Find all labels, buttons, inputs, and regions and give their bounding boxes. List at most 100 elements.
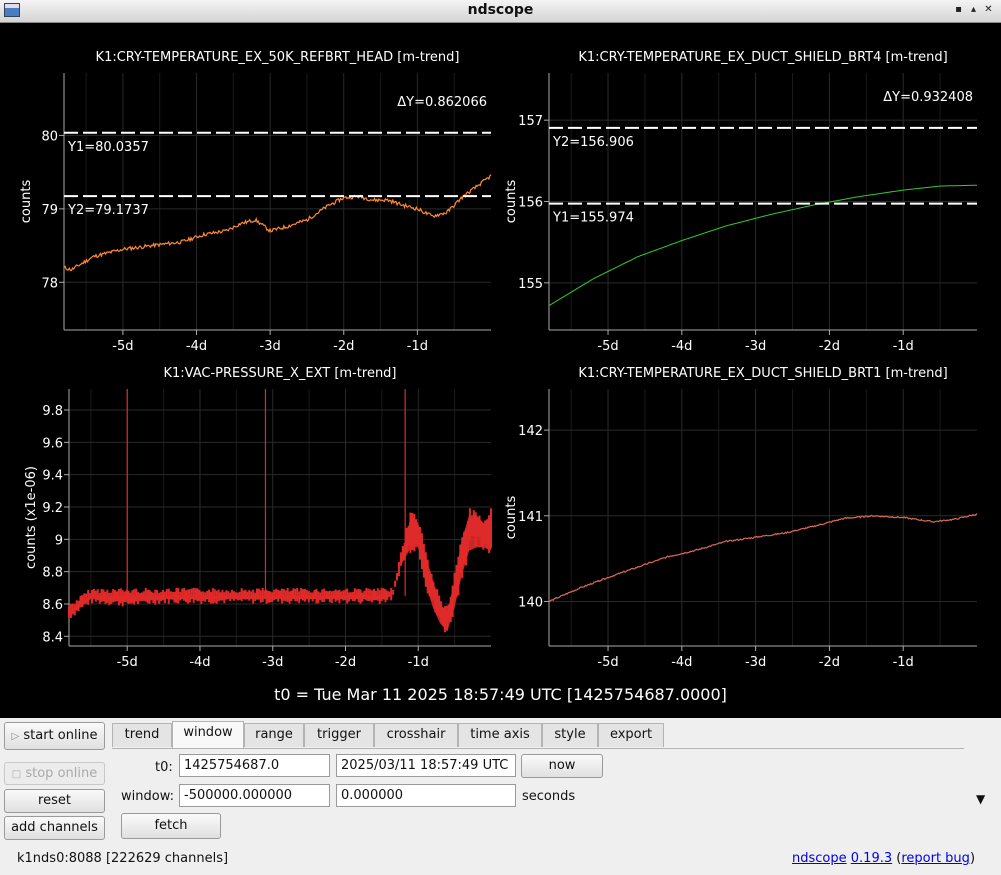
- y-tick-label: 9.2: [42, 501, 63, 516]
- tab-time-axis[interactable]: time axis: [458, 723, 542, 747]
- y-tick-label: 141: [518, 510, 543, 525]
- tab-window[interactable]: window: [172, 721, 244, 748]
- cursor-label-y2: Y2=156.906: [552, 135, 634, 150]
- y-axis-label: counts (x1e-06): [24, 466, 39, 569]
- maximize-icon[interactable]: ▴: [970, 4, 977, 15]
- stop-online-label: stop online: [25, 766, 98, 781]
- plot-3-background[interactable]: [69, 389, 491, 646]
- start-online-label: start online: [23, 728, 98, 743]
- t0-utc-input[interactable]: 2025/03/11 18:57:49 UTC: [336, 754, 516, 777]
- stop-icon: □: [11, 769, 22, 780]
- y-tick-label: 78: [41, 276, 58, 291]
- plot-title: K1:VAC-PRESSURE_X_EXT [m-trend]: [163, 366, 396, 381]
- version-link[interactable]: 0.19.3: [850, 851, 893, 866]
- delta-y-label: ΔY=0.932408: [883, 90, 973, 105]
- y-tick-label: 9.6: [42, 436, 63, 451]
- x-tick-label: -3d: [745, 655, 766, 670]
- window-field-label: window:: [121, 789, 174, 804]
- y-axis-label: counts: [504, 496, 519, 540]
- y-tick-label: 9.4: [42, 469, 63, 484]
- x-tick-label: -3d: [745, 339, 766, 354]
- y-tick-label: 9.8: [42, 404, 63, 419]
- window-start-input[interactable]: -500000.000000: [179, 784, 330, 807]
- cursor-label-y1: Y1=155.974: [552, 211, 634, 226]
- channel-count: [222629 channels]: [105, 851, 229, 866]
- play-icon: ▷: [11, 731, 20, 742]
- tab-trigger[interactable]: trigger: [304, 723, 374, 747]
- close-icon[interactable]: ✕: [984, 4, 993, 15]
- cursor-label-y2: Y2=79.1737: [67, 203, 149, 218]
- seconds-label: seconds: [522, 789, 576, 804]
- x-tick-label: -3d: [262, 655, 283, 670]
- x-tick-label: -4d: [671, 339, 692, 354]
- y-tick-label: 140: [518, 595, 543, 610]
- x-tick-label: -1d: [407, 339, 428, 354]
- tab-crosshair[interactable]: crosshair: [374, 723, 458, 747]
- app-icon[interactable]: [4, 3, 20, 17]
- x-tick-label: -5d: [117, 655, 138, 670]
- stop-online-button[interactable]: □ stop online: [4, 762, 105, 785]
- x-tick-label: -4d: [186, 339, 207, 354]
- title-bar[interactable]: ndscope ▪ ▴ ✕: [0, 0, 1001, 23]
- control-panel: ▷ start online □ stop online reset add c…: [0, 718, 1001, 875]
- reset-button[interactable]: reset: [4, 789, 105, 813]
- y-tick-label: 79: [41, 203, 58, 218]
- plot-area[interactable]: -5d -4d -3d -2d -1d 78 79 80 K1:CRY-TEMPERATURE_…: [4, 23, 997, 718]
- x-tick-label: -2d: [819, 339, 840, 354]
- data-series-area: [69, 515, 491, 632]
- y-tick-label: 9: [55, 533, 63, 548]
- x-tick-label: -1d: [408, 655, 429, 670]
- y-axis-label: counts: [19, 180, 34, 224]
- y-tick-label: 142: [518, 424, 543, 439]
- cursor-label-y1: Y1=80.0357: [67, 140, 149, 155]
- plots-canvas[interactable]: -5d -4d -3d -2d -1d 78 79 80 K1:CRY-TEMPERATURE_…: [4, 23, 997, 683]
- ndscope-link[interactable]: ndscope: [792, 851, 847, 866]
- x-tick-label: -4d: [189, 655, 210, 670]
- expand-arrow-icon[interactable]: ▼: [976, 792, 986, 806]
- plot-title: K1:CRY-TEMPERATURE_EX_50K_REFBRT_HEAD [m…: [96, 50, 460, 65]
- status-version: ndscope 0.19.3 (report bug): [792, 851, 975, 866]
- fetch-button[interactable]: fetch: [121, 813, 221, 839]
- plot-4-background[interactable]: [549, 389, 977, 646]
- data-series-line: [548, 184, 978, 307]
- start-online-button[interactable]: ▷ start online: [4, 722, 105, 750]
- report-bug-link[interactable]: report bug: [901, 851, 970, 866]
- now-button[interactable]: now: [521, 754, 603, 778]
- y-tick-label: 8.8: [42, 566, 63, 581]
- server-address: k1nds0:8088: [17, 851, 102, 866]
- y-tick-label: 156: [518, 196, 543, 211]
- window-end-input[interactable]: 0.000000: [336, 784, 516, 807]
- tab-export[interactable]: export: [598, 723, 664, 747]
- x-tick-label: -2d: [335, 655, 356, 670]
- y-tick-label: 155: [518, 277, 543, 292]
- minimize-icon[interactable]: ▪: [955, 4, 962, 15]
- paren-open: (: [892, 851, 902, 866]
- delta-y-label: ΔY=0.862066: [397, 95, 487, 110]
- x-tick-label: -5d: [597, 339, 618, 354]
- x-tick-label: -1d: [893, 655, 914, 670]
- x-tick-label: -2d: [333, 339, 354, 354]
- x-tick-label: -4d: [671, 655, 692, 670]
- y-tick-label: 8.6: [42, 598, 63, 613]
- status-server: k1nds0:8088 [222629 channels]: [17, 851, 228, 866]
- y-axis-label: counts: [504, 180, 519, 224]
- plot-1-background[interactable]: [64, 73, 491, 330]
- t0-label: t0 = Tue Mar 11 2025 18:57:49 UTC [14257…: [274, 685, 727, 704]
- x-tick-label: -5d: [112, 339, 133, 354]
- plot-title: K1:CRY-TEMPERATURE_EX_DUCT_SHIELD_BRT1 […: [578, 366, 947, 381]
- t0-field-label: t0:: [155, 760, 173, 775]
- tab-range[interactable]: range: [244, 723, 304, 747]
- window-title: ndscope: [467, 2, 534, 18]
- paren-close: ): [969, 851, 976, 866]
- add-channels-button[interactable]: add channels: [4, 816, 105, 840]
- y-tick-label: 80: [41, 129, 58, 144]
- t0-gps-input[interactable]: 1425754687.0: [179, 754, 330, 777]
- x-tick-label: -5d: [597, 655, 618, 670]
- tab-style[interactable]: style: [542, 723, 598, 747]
- tab-trend[interactable]: trend: [112, 723, 172, 747]
- x-tick-label: -1d: [893, 339, 914, 354]
- x-tick-label: -2d: [819, 655, 840, 670]
- x-tick-label: -3d: [260, 339, 281, 354]
- y-tick-label: 157: [518, 114, 543, 129]
